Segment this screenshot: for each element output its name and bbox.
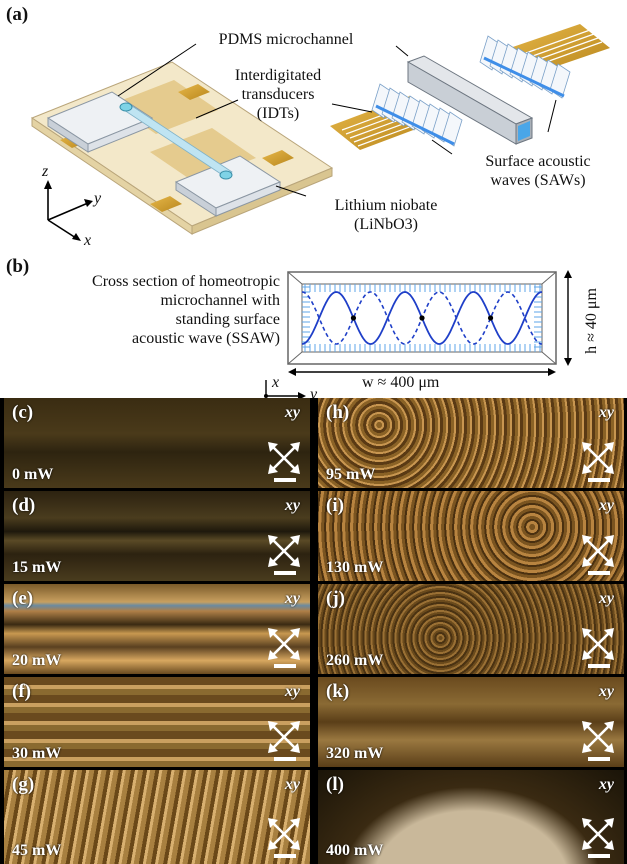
height-label: h ≈ 40 μm: [583, 288, 600, 354]
polarizer-label: xy: [284, 497, 300, 514]
polarizer-label: xy: [598, 776, 614, 793]
polarizer-label: xy: [598, 497, 614, 514]
micrograph-tag: (l): [326, 774, 344, 795]
micrograph-tag: (g): [12, 774, 35, 795]
micrograph-tile: (l) xy 400 mW: [318, 770, 624, 864]
power-label: 0 mW: [12, 466, 54, 483]
height-label-wrap: h ≈ 40 μm: [582, 278, 602, 368]
micrograph-tag: (k): [326, 681, 350, 702]
micrograph-tile: (g) xy 45 mW: [4, 770, 310, 864]
micrograph-tile: (e) xy 20 mW: [4, 584, 310, 674]
scale-bar: [588, 664, 610, 668]
scale-bar: [274, 478, 296, 482]
power-label: 130 mW: [326, 559, 384, 576]
ssaw-caption: Cross section of homeotropic microchanne…: [92, 273, 280, 347]
panel-a-letter: (a): [6, 4, 29, 25]
power-label: 320 mW: [326, 745, 384, 762]
crossed-polarizers-icon: [582, 721, 614, 753]
crossed-polarizers-icon: [582, 442, 614, 474]
micrograph-tile: (c) xy 0 mW: [4, 398, 310, 488]
polarizer-label: xy: [284, 683, 300, 700]
power-label: 45 mW: [12, 842, 62, 859]
scale-bar: [274, 664, 296, 668]
micrograph-tile: (d) xy 15 mW: [4, 491, 310, 581]
scale-bar: [588, 854, 610, 858]
substrate-label: Lithium niobate (LiNbO3): [334, 197, 438, 233]
micrograph-tag: (e): [12, 588, 34, 609]
axis-y-label: y: [94, 190, 102, 207]
crossed-polarizers-icon: [268, 721, 300, 753]
crossed-polarizers-icon: [268, 442, 300, 474]
width-label: w ≈ 400 μm: [362, 374, 440, 391]
power-label: 260 mW: [326, 652, 384, 669]
polarizer-label: xy: [598, 590, 614, 607]
ssaw-cross-section: [264, 270, 572, 398]
crossed-polarizers-icon: [268, 628, 300, 660]
power-label: 15 mW: [12, 559, 62, 576]
idt-label: Interdigitated transducers (IDTs): [234, 67, 322, 122]
micrograph-grid: (c) xy 0 mW (d) xy 15 mW (e) xy 20 mW (f) xy 30 mW(…: [0, 398, 627, 864]
micrograph-tag: (i): [326, 495, 344, 516]
crossed-polarizers-icon: [582, 818, 614, 850]
micrograph-tag: (f): [12, 681, 31, 702]
device-schematic: [30, 24, 610, 241]
polarizer-label: xy: [284, 776, 300, 793]
pdms-label: PDMS microchannel: [218, 31, 354, 48]
scale-bar: [274, 854, 296, 858]
axis-x-label: x: [84, 232, 92, 249]
crossed-polarizers-icon: [268, 535, 300, 567]
micrograph-tile: (j) xy 260 mW: [318, 584, 624, 674]
axis-x-b-label: x: [272, 374, 280, 391]
polarizer-label: xy: [284, 404, 300, 421]
polarizer-label: xy: [598, 404, 614, 421]
axis-y-b-label: y: [310, 386, 318, 403]
axis-z-label: z: [42, 163, 49, 180]
power-label: 30 mW: [12, 745, 62, 762]
micrograph-tile: (f) xy 30 mW: [4, 677, 310, 767]
panel-b-letter: (b): [6, 256, 30, 277]
micrograph-tag: (h): [326, 402, 350, 423]
polarizer-label: xy: [598, 683, 614, 700]
scale-bar: [588, 571, 610, 575]
power-label: 400 mW: [326, 842, 384, 859]
scale-bar: [588, 757, 610, 761]
micrograph-tag: (c): [12, 402, 34, 423]
ssaw-node: [419, 315, 425, 321]
crossed-polarizers-icon: [268, 818, 300, 850]
micrograph-tag: (j): [326, 588, 345, 609]
micrograph-tag: (d): [12, 495, 36, 516]
scale-bar: [588, 478, 610, 482]
scale-bar: [274, 757, 296, 761]
micrograph-tile: (k) xy 320 mW: [318, 677, 624, 767]
power-label: 20 mW: [12, 652, 62, 669]
micrograph-tile: (h) xy 95 mW: [318, 398, 624, 488]
polarizer-label: xy: [284, 590, 300, 607]
micrograph-tile: (i) xy 130 mW: [318, 491, 624, 581]
crossed-polarizers-icon: [582, 628, 614, 660]
saw-label: Surface acoustic waves (SAWs): [485, 153, 591, 189]
scale-bar: [274, 571, 296, 575]
power-label: 95 mW: [326, 466, 376, 483]
ssaw-node: [487, 315, 494, 321]
ssaw-node: [350, 315, 357, 321]
crossed-polarizers-icon: [582, 535, 614, 567]
